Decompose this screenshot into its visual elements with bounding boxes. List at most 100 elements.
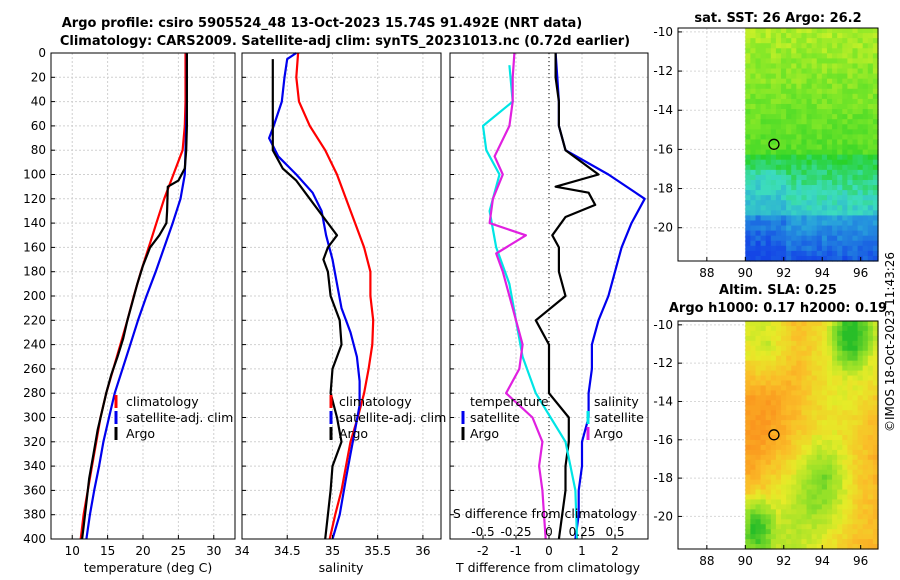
heatmap-cell [765, 464, 772, 471]
heatmap-cell [826, 78, 833, 85]
heatmap-cell [770, 509, 777, 515]
heatmap-cell [791, 73, 797, 80]
heatmap-cell [791, 68, 797, 75]
heatmap-cell [755, 365, 762, 372]
heatmap-cell [750, 355, 757, 362]
map-frame [677, 320, 879, 550]
heatmap-cell [786, 38, 792, 44]
heatmap-cell [765, 134, 772, 141]
heatmap-cell [806, 444, 813, 451]
heatmap-cell [821, 494, 828, 501]
heatmap-cell [760, 58, 767, 65]
heatmap-cell [857, 48, 864, 54]
heatmap-cell [842, 390, 848, 396]
heatmap-cell [852, 405, 859, 411]
heatmap-cell [796, 410, 803, 416]
heatmap-cell [837, 43, 843, 49]
heatmap-cell [786, 255, 792, 262]
heatmap-cell [750, 124, 757, 130]
heatmap-cell [816, 205, 823, 211]
heatmap-cell [832, 154, 838, 161]
heatmap-cell [801, 519, 808, 525]
heatmap-cell [857, 405, 864, 411]
heatmap-cell [872, 509, 879, 515]
heatmap-cell [867, 119, 874, 125]
heatmap-cell [826, 225, 833, 232]
heatmap-cell [791, 395, 797, 401]
heatmap-cell [765, 48, 772, 54]
heatmap-cell [796, 385, 803, 391]
heatmap-cell [770, 159, 777, 166]
heatmap-cell [775, 345, 782, 352]
heatmap-cell [816, 439, 823, 446]
heatmap-cell [847, 330, 854, 337]
heatmap-cell [872, 205, 879, 211]
heatmap-cell [811, 529, 818, 535]
heatmap-cell [862, 134, 869, 141]
heatmap-cell [837, 245, 843, 252]
heatmap-cell [816, 395, 823, 401]
heatmap-cell [816, 235, 823, 242]
heatmap-cell [755, 375, 762, 382]
heatmap-cell [781, 484, 787, 491]
heatmap-cell [821, 215, 828, 222]
heatmap-cell [806, 459, 813, 466]
heatmap-cell [872, 185, 879, 191]
heatmap-cell [821, 220, 828, 227]
heatmap-cell [750, 48, 757, 54]
heatmap-cell [847, 179, 854, 186]
heatmap-cell [775, 240, 782, 247]
heatmap-cell [755, 38, 762, 44]
heatmap-cell [801, 340, 808, 347]
heatmap-cell [857, 459, 864, 466]
heatmap-cell [796, 469, 803, 476]
heatmap-cell [857, 380, 864, 387]
heatmap-cell [770, 484, 777, 491]
heatmap-cell [872, 385, 879, 391]
heatmap-cell [801, 169, 808, 176]
heatmap-cell [806, 400, 813, 406]
heatmap-cell [867, 400, 874, 406]
heatmap-cell [847, 149, 854, 156]
heatmap-cell [811, 321, 818, 327]
heatmap-cell [796, 425, 803, 431]
heatmap-cell [816, 489, 823, 496]
heatmap-cell [832, 240, 838, 247]
heatmap-cell [842, 68, 848, 75]
heatmap-cell [816, 129, 823, 135]
heatmap-cell [806, 534, 813, 540]
heatmap-cell [832, 350, 838, 357]
heatmap-cell [770, 519, 777, 525]
heatmap-cell [745, 365, 752, 372]
heatmap-cell [765, 430, 772, 436]
heatmap-cell [837, 235, 843, 242]
heatmap-cell [770, 28, 777, 34]
heatmap-cell [806, 38, 813, 44]
heatmap-cell [852, 28, 859, 34]
heatmap-cell [816, 28, 823, 34]
heatmap-cell [842, 154, 848, 161]
heatmap-cell [862, 355, 869, 362]
heatmap-cell [775, 68, 782, 75]
heatmap-cell [775, 524, 782, 530]
heatmap-cell [821, 390, 828, 396]
heatmap-cell [816, 109, 823, 115]
heatmap-cell [760, 53, 767, 59]
heatmap-cell [745, 464, 752, 471]
heatmap-cell [872, 504, 879, 510]
heatmap-cell [857, 360, 864, 367]
heatmap-cell [806, 350, 813, 357]
heatmap-cell [832, 390, 838, 396]
heatmap-cell [862, 539, 869, 545]
series-line-argo [81, 53, 188, 540]
y-tick-label: 380 [23, 508, 46, 522]
heatmap-cell [750, 350, 757, 357]
heatmap-cell [847, 225, 854, 232]
heatmap-cell [811, 205, 818, 211]
heatmap-cell [867, 28, 874, 34]
heatmap-cell [791, 539, 797, 545]
heatmap-cell [811, 38, 818, 44]
heatmap-cell [770, 459, 777, 466]
heatmap-cell [847, 345, 854, 352]
heatmap-cell [857, 179, 864, 186]
